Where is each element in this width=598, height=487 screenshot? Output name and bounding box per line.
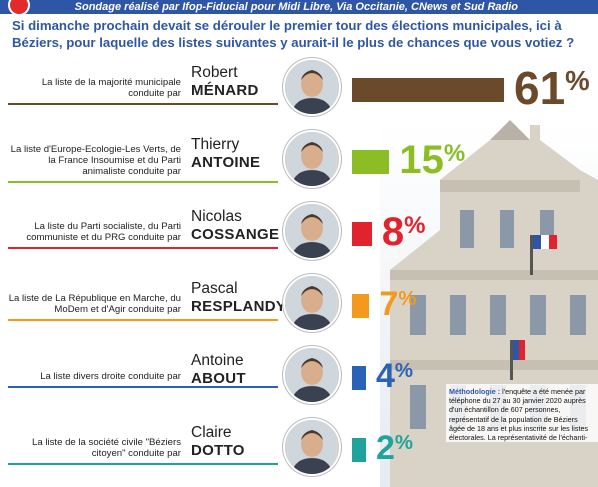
result-row: La liste divers droite conduite par Antoi… [0, 346, 598, 410]
result-bar [352, 78, 504, 102]
result-percent: 2% [376, 431, 413, 465]
percent-value: 61 [514, 61, 566, 114]
percent-unit: % [394, 360, 414, 383]
list-description: La liste de la société civile "Béziers c… [32, 437, 181, 459]
candidate-first-name: Thierry [191, 136, 240, 153]
row-underline [8, 385, 278, 388]
candidate-first-name: Antoine [191, 352, 244, 369]
percent-unit: % [565, 64, 590, 96]
candidate-photo-icon [283, 274, 341, 332]
list-description: La liste de la majorité municipale condu… [41, 77, 181, 99]
percent-value: 8 [381, 210, 405, 254]
percent-unit: % [394, 432, 414, 455]
poll-question: Si dimanche prochain devait se dérouler … [12, 18, 575, 50]
poll-source: Sondage réalisé par Ifop-Fiducial pour M… [74, 1, 518, 13]
percent-value: 4 [376, 357, 395, 396]
result-bar [352, 294, 370, 318]
candidate-last-name: MÉNARD [191, 82, 259, 99]
result-percent: 4% [376, 359, 413, 393]
list-description: La liste du Parti socialiste, du Parti c… [26, 221, 181, 243]
candidate-last-name: COSSANGE [191, 226, 280, 243]
result-percent: 15% [399, 140, 465, 180]
result-row: La liste de la majorité municipale condu… [0, 58, 598, 122]
candidate-first-name: Nicolas [191, 208, 242, 225]
percent-unit: % [404, 212, 426, 239]
row-underline [8, 319, 278, 321]
candidate-photo-icon [283, 202, 341, 260]
candidate-photo-icon [283, 130, 341, 188]
candidate-last-name: RESPLANDY [191, 298, 287, 315]
percent-value: 15 [399, 138, 444, 182]
result-row: La liste de La République en Marche, du … [0, 274, 598, 338]
candidate-last-name: ANTOINE [191, 154, 261, 171]
methodology-note: Méthodologie : l'enquête a été menée par… [446, 384, 598, 443]
list-description: La liste d'Europe-Ecologie-Les Verts, de… [10, 143, 181, 177]
result-row: La liste du Parti socialiste, du Parti c… [0, 202, 598, 266]
result-percent: 7% [379, 287, 416, 321]
candidate-first-name: Claire [191, 424, 232, 441]
result-bar [352, 222, 372, 246]
top-banner: Sondage réalisé par Ifop-Fiducial pour M… [0, 0, 598, 14]
row-underline [8, 463, 278, 465]
methodology-label: Méthodologie : [449, 387, 501, 396]
result-row: La liste de la société civile "Béziers c… [0, 418, 598, 482]
result-row: La liste d'Europe-Ecologie-Les Verts, de… [0, 130, 598, 194]
candidate-first-name: Pascal [191, 280, 238, 297]
percent-unit: % [443, 140, 466, 167]
list-description: La liste divers droite conduite par [40, 370, 181, 382]
candidate-photo-icon [283, 58, 341, 116]
list-description: La liste de La République en Marche, du … [8, 293, 181, 315]
result-bar [352, 366, 366, 390]
methodology-text: l'enquête a été menée par téléphone du 2… [449, 387, 589, 443]
result-bar [352, 438, 366, 462]
brand-badge-icon [8, 0, 30, 14]
row-underline [8, 180, 278, 183]
row-underline [8, 247, 278, 249]
candidate-photo-icon [283, 418, 341, 476]
percent-value: 7 [379, 285, 399, 324]
result-percent: 61% [514, 65, 590, 111]
candidate-photo-icon [283, 346, 341, 404]
percent-unit: % [398, 288, 417, 311]
percent-value: 2 [376, 429, 395, 468]
candidate-first-name: Robert [191, 64, 238, 81]
row-underline [8, 103, 278, 105]
result-bar [352, 150, 390, 174]
candidate-last-name: DOTTO [191, 442, 245, 459]
result-percent: 8% [382, 212, 426, 252]
candidate-last-name: ABOUT [191, 370, 246, 387]
